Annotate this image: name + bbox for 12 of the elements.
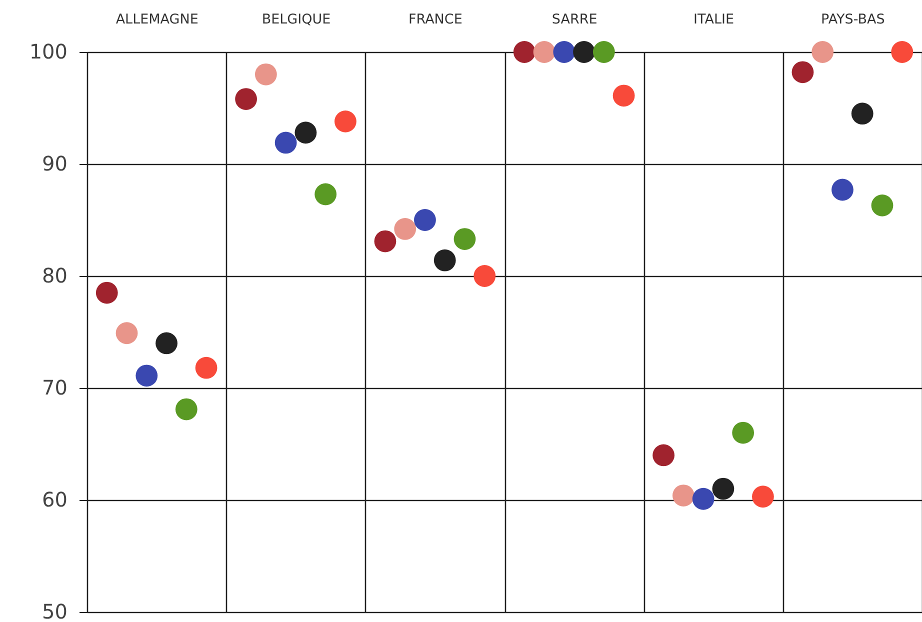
y-tick-label: 50 (42, 600, 68, 622)
x-tick-label: SARRE (552, 12, 598, 28)
x-tick-label: ITALIE (694, 12, 734, 28)
y-tick-label: 80 (42, 264, 68, 288)
x-tick-label: ALLEMAGNE (116, 12, 198, 28)
x-tick-label: PAYS-BAS (821, 12, 885, 28)
y-tick-label: 70 (42, 376, 68, 400)
x-tick-label: FRANCE (408, 12, 462, 28)
x-tick-label: BELGIQUE (262, 12, 331, 28)
y-tick-label: 60 (42, 488, 68, 512)
y-tick-label: 100 (29, 40, 68, 64)
y-tick-label: 90 (42, 152, 68, 176)
